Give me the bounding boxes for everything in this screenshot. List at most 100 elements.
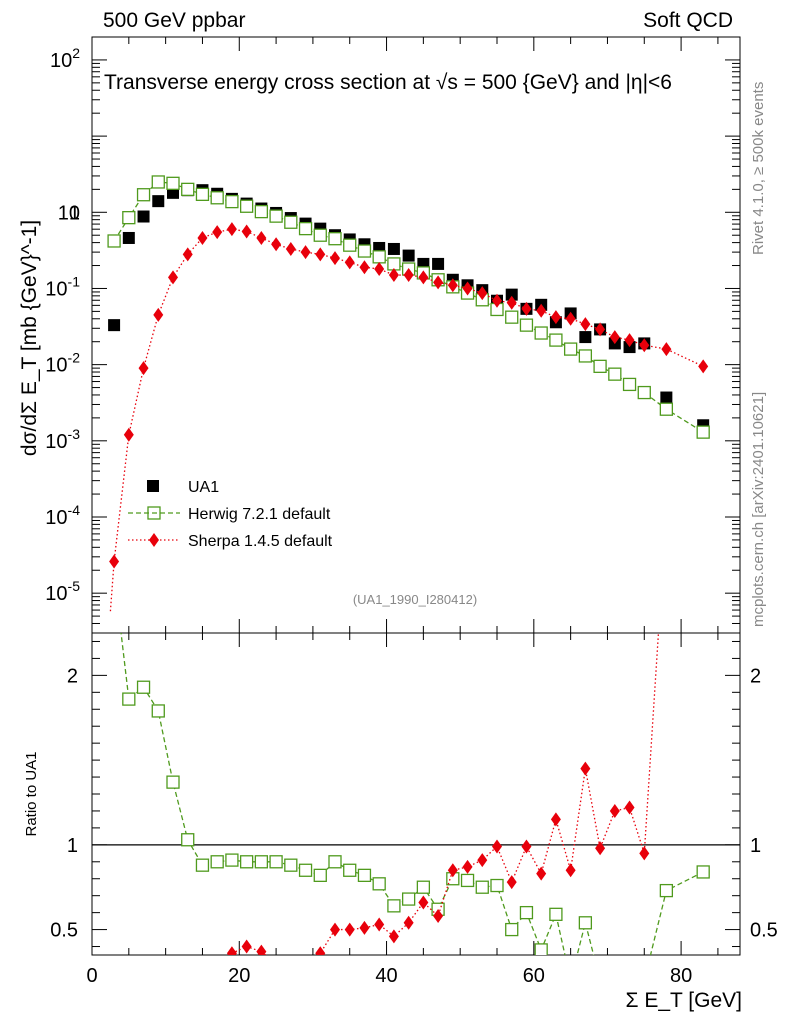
ratio-point-sherpa (477, 853, 488, 868)
point-ua1 (402, 249, 415, 262)
point-sherpa (521, 301, 532, 316)
point-herwig (210, 191, 224, 205)
ratio-point-herwig (122, 692, 136, 706)
ratio-point-herwig (696, 865, 710, 879)
point-sherpa (197, 230, 208, 245)
point-sherpa (462, 281, 473, 296)
ratio-point-herwig (534, 943, 548, 955)
point-sherpa (477, 286, 488, 301)
legend: UA1 Herwig 7.2.1 default Sherpa 1.4.5 de… (128, 479, 333, 550)
point-sherpa (433, 275, 444, 290)
y-tick-label: 102 (50, 45, 80, 72)
point-herwig (505, 310, 519, 324)
point-herwig (659, 402, 674, 416)
ratio-point-sherpa (536, 866, 547, 881)
point-herwig (593, 359, 607, 373)
ratio-point-sherpa (344, 922, 355, 937)
chart-title: Transverse energy cross section at √s = … (104, 71, 672, 94)
ratio-line-sherpa (231, 633, 660, 955)
ratio-point-herwig (298, 863, 313, 877)
point-sherpa (388, 268, 399, 283)
point-sherpa (565, 311, 576, 326)
point-sherpa (595, 322, 606, 337)
ratio-point-herwig (343, 863, 357, 877)
ratio-tick-label: 2 (67, 665, 78, 687)
ratio-point-sherpa (565, 863, 576, 878)
point-herwig (107, 234, 121, 248)
ratio-point-sherpa (403, 915, 414, 930)
point-herwig (181, 182, 195, 197)
ratio-point-herwig (460, 873, 475, 888)
ratio-point-herwig (578, 916, 593, 930)
ratio-point-sherpa (624, 800, 635, 815)
ratio-point-sherpa (388, 929, 399, 944)
x-tick-label: 60 (523, 965, 545, 987)
point-herwig (357, 244, 372, 258)
ratio-point-sherpa (639, 846, 650, 861)
point-sherpa (168, 270, 178, 285)
y-tick-label: 10-4 (45, 502, 80, 529)
ratio-axis-label: Ratio to UA1 (23, 751, 40, 836)
point-herwig (563, 342, 578, 356)
point-sherpa (226, 222, 237, 237)
point-ua1 (579, 331, 592, 344)
point-sherpa (359, 260, 370, 275)
side-label-upper: Rivet 4.1.0, ≥ 500k events (750, 82, 767, 255)
point-ua1 (387, 242, 400, 255)
point-sherpa (506, 295, 517, 310)
ratio-point-herwig (357, 868, 372, 882)
point-herwig (298, 221, 313, 236)
ratio-tick-label-right: 1 (750, 835, 761, 857)
point-sherpa (344, 255, 355, 270)
ratio-point-herwig (151, 704, 165, 718)
point-ua1 (108, 319, 121, 332)
ratio-point-sherpa (315, 946, 326, 955)
side-label-lower: mcplots.cern.ch [arXiv:2401.10621] (750, 392, 767, 627)
ratio-tick-label: 0.5 (50, 920, 78, 942)
point-sherpa (536, 303, 547, 318)
point-sherpa (418, 270, 429, 285)
ratio-point-herwig (136, 680, 151, 694)
ratio-point-sherpa (256, 944, 267, 955)
ratio-point-sherpa (418, 895, 429, 910)
point-sherpa (580, 317, 591, 332)
legend-label-sherpa: Sherpa 1.4.5 default (188, 533, 333, 550)
ratio-point-herwig (519, 905, 534, 920)
point-herwig (136, 188, 151, 202)
ratio-point-sherpa (433, 909, 444, 924)
point-sherpa (492, 293, 502, 308)
ratio-point-herwig (313, 868, 327, 882)
ratio-point-sherpa (330, 922, 340, 937)
point-herwig (239, 199, 254, 213)
point-herwig (269, 209, 283, 223)
ratio-point-sherpa (595, 841, 606, 856)
ratio-point-sherpa (580, 761, 591, 776)
point-herwig (343, 238, 357, 252)
point-sherpa (624, 333, 635, 348)
ratio-point-herwig (195, 858, 210, 872)
y-axis-label: dσ/dΣ E_T [mb {GeV}^-1] (18, 220, 41, 456)
ratio-point-herwig (549, 907, 563, 921)
point-sherpa (256, 230, 267, 245)
point-herwig (284, 215, 298, 229)
point-sherpa (609, 330, 620, 345)
ratio-point-herwig (239, 855, 254, 869)
legend-label-herwig: Herwig 7.2.1 default (188, 506, 331, 523)
ratio-point-sherpa (359, 920, 370, 935)
ratio-point-sherpa (462, 859, 473, 874)
point-herwig (254, 204, 269, 219)
point-herwig (195, 187, 210, 201)
point-ua1 (660, 391, 673, 404)
ratio-point-sherpa (506, 875, 517, 890)
ratio-point-herwig (372, 877, 386, 891)
point-herwig (534, 326, 548, 340)
point-sherpa (271, 237, 282, 252)
point-herwig (549, 333, 563, 347)
ratio-point-sherpa (609, 803, 620, 818)
ratio-point-sherpa (492, 839, 502, 854)
point-herwig (166, 176, 180, 190)
point-herwig (122, 211, 136, 225)
point-herwig (578, 349, 593, 363)
point-sherpa (182, 247, 193, 262)
ratio-point-herwig (181, 833, 195, 847)
